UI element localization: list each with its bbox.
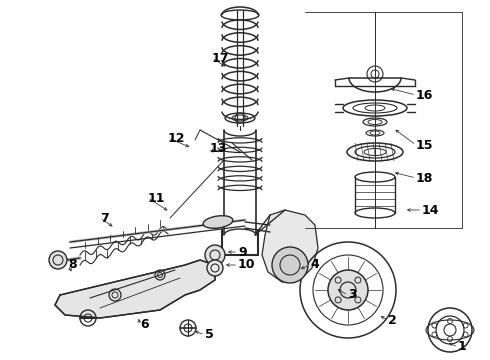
Text: 10: 10 [238, 258, 255, 271]
Text: 16: 16 [416, 89, 433, 102]
Text: 5: 5 [205, 328, 214, 342]
Circle shape [207, 260, 223, 276]
Text: 17: 17 [212, 51, 229, 64]
Text: 3: 3 [348, 288, 357, 302]
Text: 9: 9 [238, 246, 246, 258]
Text: 13: 13 [210, 141, 227, 154]
Text: 8: 8 [68, 258, 76, 271]
Circle shape [49, 251, 67, 269]
Text: 12: 12 [168, 131, 186, 144]
Polygon shape [262, 210, 318, 282]
Circle shape [272, 247, 308, 283]
Circle shape [205, 245, 225, 265]
Text: 18: 18 [416, 171, 433, 185]
Polygon shape [55, 260, 215, 318]
Text: 14: 14 [422, 203, 440, 216]
Ellipse shape [203, 216, 233, 228]
Text: 11: 11 [148, 192, 166, 204]
Text: 1: 1 [458, 341, 467, 354]
Text: 6: 6 [140, 319, 148, 332]
Text: 15: 15 [416, 139, 434, 152]
Text: 4: 4 [310, 258, 319, 271]
Text: 7: 7 [100, 212, 109, 225]
Text: 2: 2 [388, 314, 397, 327]
Circle shape [328, 270, 368, 310]
